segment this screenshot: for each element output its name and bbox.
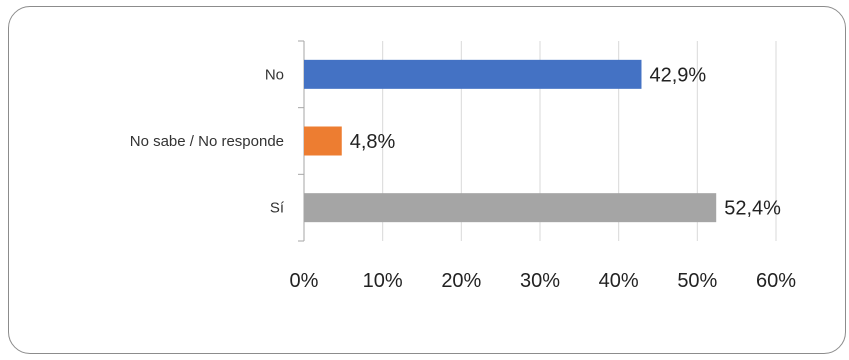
x-tick-label: 30%: [520, 270, 560, 292]
x-tick-label: 50%: [677, 270, 717, 292]
bar: [304, 59, 642, 89]
data-label: 52,4%: [724, 198, 781, 220]
category-label: No sabe / No responde: [130, 133, 284, 150]
labels: 0% 10% 20% 30% 40% 50% 60% No 42,9% No sabe / No …: [130, 64, 796, 292]
x-tick-label: 0%: [290, 270, 319, 292]
data-label: 42,9%: [649, 64, 706, 86]
x-tick-label: 60%: [756, 270, 796, 292]
bar: [304, 126, 342, 156]
category-label: No: [265, 66, 284, 83]
category-label: Sí: [270, 200, 285, 217]
x-tick-label: 20%: [441, 270, 481, 292]
y-axis: [298, 40, 305, 242]
bar: [304, 193, 717, 223]
bars: [304, 59, 717, 223]
data-label: 4,8%: [350, 131, 396, 153]
x-tick-label: 10%: [363, 270, 403, 292]
x-tick-label: 40%: [599, 270, 639, 292]
